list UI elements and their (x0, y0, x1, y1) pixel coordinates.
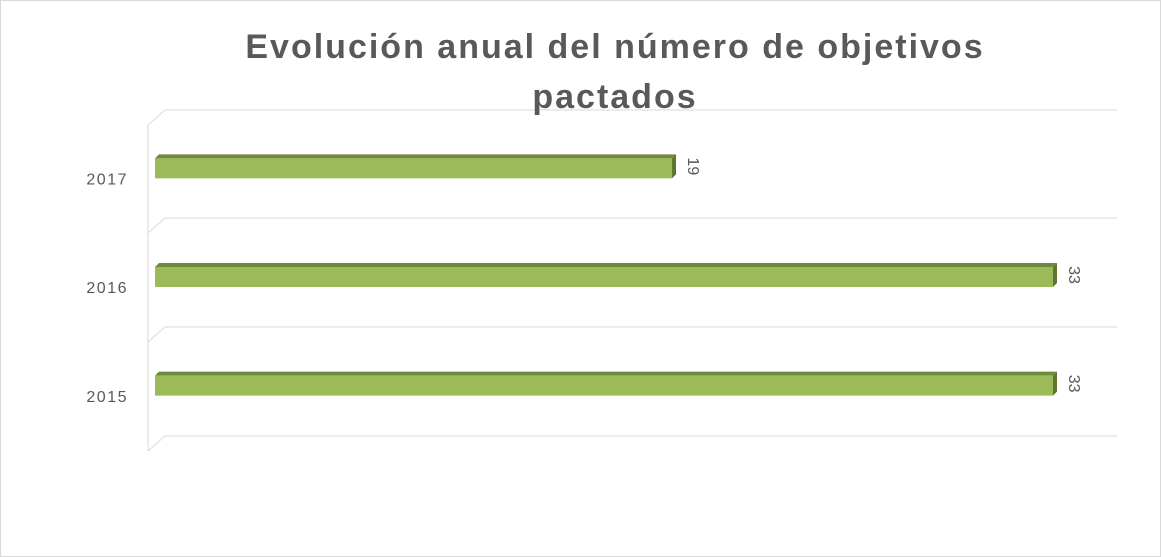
bar-top (155, 371, 1057, 376)
separator (147, 109, 1117, 126)
floor-lines (147, 109, 1117, 452)
separator (147, 435, 1117, 452)
separator (147, 326, 1117, 343)
data-label: 33 (1065, 266, 1082, 284)
data-label: 19 (684, 157, 701, 175)
bar-front (155, 375, 1053, 396)
bar-top (155, 154, 677, 159)
bar (155, 154, 677, 179)
bar (155, 263, 1057, 287)
data-label: 33 (1065, 375, 1082, 393)
bar-side (1053, 371, 1057, 396)
bar-front (155, 158, 673, 179)
chart-title: Evolución anual del número de objetivos … (245, 28, 985, 116)
bar (155, 371, 1057, 396)
separator (147, 217, 1117, 234)
bar-side (1053, 263, 1057, 287)
bar-front (155, 267, 1053, 287)
y-tick-label: 2017 (86, 172, 128, 189)
bar-side (672, 154, 677, 179)
bar-top (155, 263, 1057, 267)
y-tick-label: 2015 (86, 389, 128, 406)
y-tick-label: 2016 (86, 280, 128, 297)
